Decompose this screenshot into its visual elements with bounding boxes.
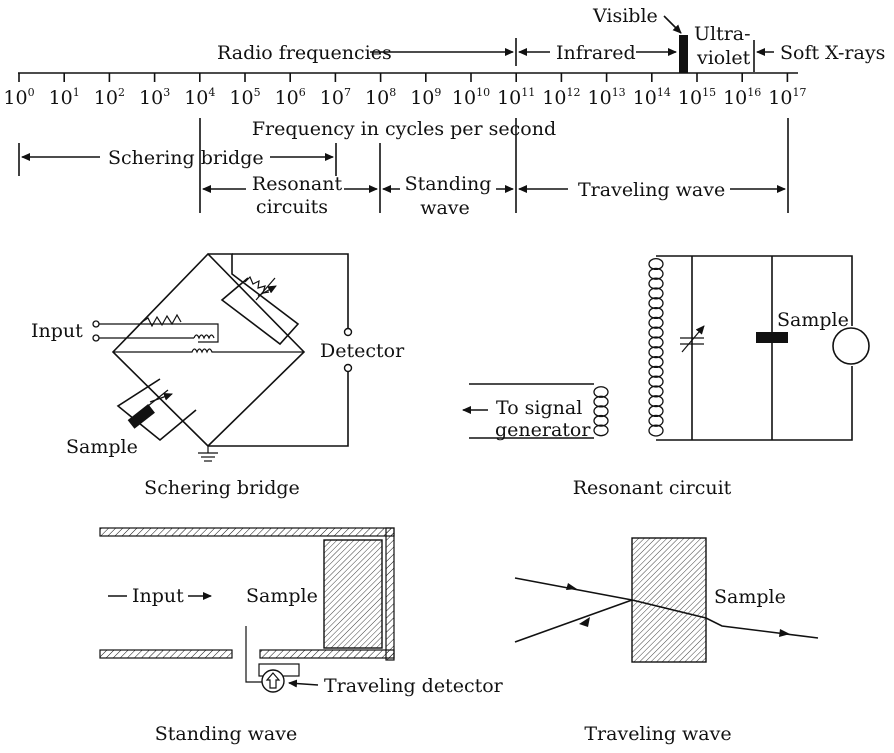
- standing-wave-diagram: Sample Input Traveling detector Standing…: [100, 528, 504, 745]
- tick-label-4: 104: [184, 86, 215, 109]
- region-xrays-label: Soft X-rays: [780, 42, 885, 64]
- region-radio-label: Radio frequencies: [217, 42, 392, 64]
- spectrum-regions: Radio frequencies Infrared Visible Ultra…: [217, 5, 885, 73]
- resonant-range-label-2: circuits: [256, 196, 328, 218]
- resonant-sample-block: [756, 332, 788, 343]
- tick-marks: [19, 73, 787, 82]
- schering-detector-label: Detector: [320, 340, 405, 362]
- schering-sample-label: Sample: [66, 436, 138, 458]
- wave-forward-arrowhead-1: [566, 583, 577, 590]
- resonant-sample-label: Sample: [777, 309, 849, 331]
- resonant-meter: [833, 328, 869, 364]
- guide-top-wall: [100, 528, 394, 536]
- bridge-midline-coil: [113, 349, 304, 352]
- resonant-circuit-diagram: Sample To signal generator Resonant circ…: [463, 256, 869, 499]
- tick-label-3: 103: [139, 86, 170, 109]
- resonant-main-coil: [649, 259, 663, 436]
- tick-label-7: 107: [320, 86, 351, 109]
- tick-label-17: 1017: [768, 86, 806, 109]
- tick-label-8: 108: [365, 86, 396, 109]
- tick-label-15: 1015: [678, 86, 716, 109]
- standing-sample-block: [324, 540, 382, 648]
- tuning-capacitor-arrow: [682, 326, 704, 352]
- signal-coupling-coil: [594, 387, 608, 436]
- tick-label-10: 1010: [452, 86, 490, 109]
- input-wire-1: [99, 324, 218, 342]
- signal-label-2: generator: [495, 419, 591, 441]
- detector-pointer-arrow: [289, 683, 318, 685]
- wave-path-reflected: [515, 600, 632, 642]
- standing-input-label: Input: [132, 585, 184, 607]
- input-coil-1: [194, 335, 214, 338]
- standing-sample-label: Sample: [246, 585, 318, 607]
- traveling-sample-label: Sample: [714, 586, 786, 608]
- traveling-wave-diagram: Sample Traveling wave: [515, 538, 818, 745]
- region-infrared-label: Infrared: [556, 42, 636, 64]
- input-terminal-1: [93, 321, 99, 327]
- tick-label-16: 1016: [723, 86, 761, 109]
- detector-wire-bottom: [208, 372, 348, 446]
- tick-label-13: 1013: [588, 86, 626, 109]
- detector-terminal-top: [345, 329, 352, 336]
- schering-bridge-diagram: Detector Input Sample Schering bridge: [31, 254, 405, 499]
- tick-label-12: 1012: [542, 86, 580, 109]
- traveling-caption: Traveling wave: [584, 723, 731, 745]
- tick-label-5: 105: [229, 86, 260, 109]
- tick-label-0: 100: [3, 86, 34, 109]
- tick-label-2: 102: [94, 86, 125, 109]
- detector-terminal-bottom: [345, 365, 352, 372]
- spectrum-scale: 100 101 102 103 104 105 106 107 108 109 1010 1011 10…: [3, 73, 806, 109]
- region-ultraviolet-label-2: violet: [696, 47, 751, 69]
- wave-forward-arrowhead-2: [779, 629, 790, 637]
- tick-labels: 100 101 102 103 104 105 106 107 108 109 1010 1011 10…: [3, 86, 806, 109]
- schering-caption: Schering bridge: [144, 477, 300, 499]
- schering-range-label: Schering bridge: [108, 147, 264, 169]
- frequency-axis-label: Frequency in cycles per second: [252, 118, 556, 140]
- region-visible-arrow: [664, 16, 681, 33]
- tick-label-14: 1014: [633, 86, 671, 109]
- signal-label-1: To signal: [496, 397, 582, 419]
- standing-caption: Standing wave: [155, 723, 297, 745]
- resonant-range-label-1: Resonant: [252, 173, 343, 195]
- schering-input-label: Input: [31, 320, 83, 342]
- tick-label-11: 1011: [497, 86, 535, 109]
- tick-label-9: 109: [410, 86, 441, 109]
- bridge-resistor-2: [245, 277, 269, 293]
- traveling-detector-label: Traveling detector: [324, 675, 504, 697]
- standing-range-label-1: Standing: [405, 173, 492, 195]
- traveling-sample-block: [632, 538, 706, 662]
- resonant-caption: Resonant circuit: [573, 477, 732, 499]
- tick-label-6: 106: [275, 86, 306, 109]
- detector-wire-top: [232, 254, 348, 328]
- sample-arm: [118, 379, 196, 440]
- traveling-range-label: Traveling wave: [578, 179, 725, 201]
- guide-bottom-wall-right: [260, 650, 394, 658]
- visible-band-marker: [679, 35, 688, 73]
- resonant-wire-bottom: [656, 366, 852, 440]
- region-visible-label: Visible: [592, 5, 658, 27]
- input-terminal-2: [93, 335, 99, 341]
- standing-range-label-2: wave: [420, 197, 470, 219]
- region-ultraviolet-label-1: Ultra-: [694, 23, 751, 45]
- tick-label-1: 101: [49, 86, 80, 109]
- guide-bottom-wall-left: [100, 650, 232, 658]
- guide-end-wall: [386, 528, 394, 660]
